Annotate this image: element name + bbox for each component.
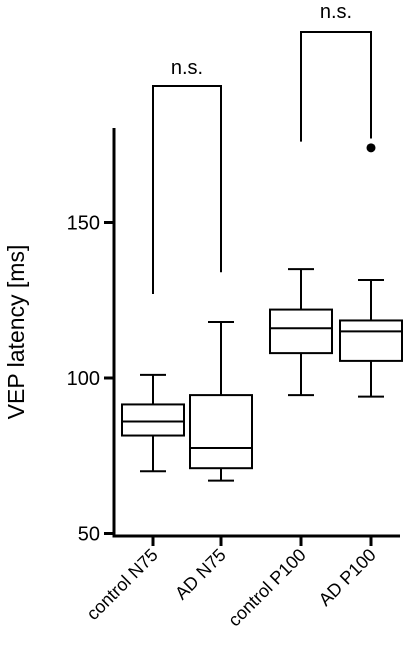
box-1 <box>189 321 253 482</box>
boxes <box>121 143 403 482</box>
box-0 <box>121 373 185 473</box>
significance-label: n.s. <box>320 1 352 23</box>
bracket-line <box>152 85 222 295</box>
significance-annotations: n.s. n.s. <box>152 1 372 295</box>
y-tick-label-150: 150 <box>67 213 100 235</box>
category-label: control N75 <box>83 545 162 624</box>
y-axis-title: VEP latency [ms] <box>3 245 29 420</box>
significance-label: n.s. <box>171 57 203 79</box>
box-iqr <box>339 319 403 362</box>
y-tick-label-100: 100 <box>67 368 100 390</box>
box-iqr <box>121 403 185 437</box>
significance-bracket-0: n.s. <box>152 57 222 295</box>
category-label: AD N75 <box>171 545 230 604</box>
outlier-point <box>366 143 376 153</box>
category-label: AD P100 <box>315 545 380 610</box>
box-2 <box>269 268 333 397</box>
bracket-line <box>300 31 372 142</box>
box-iqr <box>189 394 253 470</box>
significance-bracket-1: n.s. <box>300 1 372 142</box>
y-tick-label-50: 50 <box>78 524 100 546</box>
box-iqr <box>269 308 333 355</box>
category-label: control P100 <box>224 545 310 631</box>
box-3 <box>339 143 403 398</box>
y-ticks: 50 100 150 <box>67 213 114 546</box>
